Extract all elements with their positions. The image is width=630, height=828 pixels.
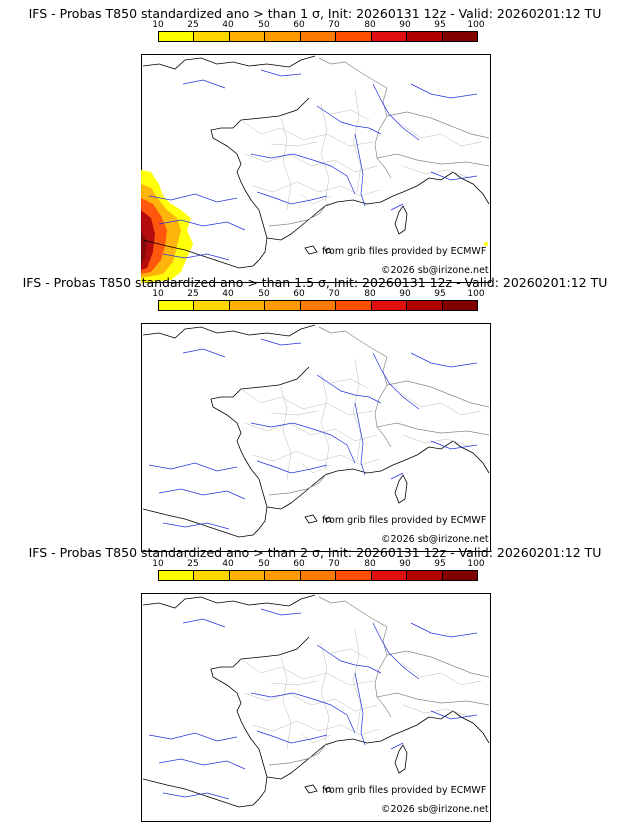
colorbar-segment xyxy=(194,571,230,580)
tick-label: 70 xyxy=(328,289,340,299)
colorbar-segment xyxy=(265,32,301,41)
tick-label: 90 xyxy=(399,289,411,299)
tick-label: 80 xyxy=(364,20,376,30)
source-credit: from grib files provided by ECMWF xyxy=(322,785,487,796)
colorbar-segment xyxy=(300,571,337,580)
tick-label: 60 xyxy=(293,20,305,30)
tick-label: 60 xyxy=(293,289,305,299)
colorbar-segment xyxy=(371,32,408,41)
tick-label: 10 xyxy=(152,289,164,299)
tick-label: 95 xyxy=(434,559,446,569)
colorbar-segment xyxy=(265,301,301,310)
tick-label: 95 xyxy=(434,20,446,30)
colorbar-segment xyxy=(159,32,195,41)
tick-label: 40 xyxy=(222,559,234,569)
colorbar-segment xyxy=(265,571,301,580)
colorbar-segment xyxy=(371,301,408,310)
colorbar-segment xyxy=(371,571,408,580)
tick-label: 90 xyxy=(399,20,411,30)
tick-label: 70 xyxy=(328,20,340,30)
tick-label: 50 xyxy=(258,289,270,299)
map-france xyxy=(141,593,491,822)
map-france xyxy=(141,54,491,283)
colorbar-segment xyxy=(336,571,372,580)
colorbar-segment xyxy=(336,301,372,310)
panel-title: IFS - Probas T850 standardized ano > tha… xyxy=(22,275,608,290)
tick-label: 60 xyxy=(293,559,305,569)
colorbar xyxy=(158,31,478,42)
colorbar-segment xyxy=(229,571,266,580)
colorbar-segment xyxy=(407,301,443,310)
colorbar-segment xyxy=(442,32,477,41)
tick-label: 90 xyxy=(399,559,411,569)
colorbar-labels: 10 25 40 50 60 70 80 90 95 100 xyxy=(140,289,500,301)
panel-1sigma: IFS - Probas T850 standardized ano > tha… xyxy=(0,6,630,283)
copyright-credit: ©2026 sb@irizone.net xyxy=(381,534,489,545)
colorbar-segment xyxy=(229,32,266,41)
colorbar xyxy=(158,570,478,581)
tick-label: 40 xyxy=(222,20,234,30)
colorbar-segment xyxy=(194,301,230,310)
tick-label: 40 xyxy=(222,289,234,299)
colorbar xyxy=(158,300,478,311)
colorbar-segment xyxy=(229,301,266,310)
colorbar-segment xyxy=(442,571,477,580)
tick-label: 80 xyxy=(364,559,376,569)
colorbar-segment xyxy=(407,32,443,41)
copyright-credit: ©2026 sb@irizone.net xyxy=(381,265,489,276)
tick-label: 50 xyxy=(258,20,270,30)
panel-2sigma: IFS - Probas T850 standardized ano > tha… xyxy=(0,545,630,822)
tick-label: 100 xyxy=(467,289,485,299)
tick-label: 25 xyxy=(187,20,199,30)
colorbar-segment xyxy=(159,301,195,310)
copyright-credit: ©2026 sb@irizone.net xyxy=(381,804,489,815)
tick-label: 50 xyxy=(258,559,270,569)
colorbar-labels: 10 25 40 50 60 70 80 90 95 100 xyxy=(140,20,500,32)
source-credit: from grib files provided by ECMWF xyxy=(322,515,487,526)
tick-label: 10 xyxy=(152,20,164,30)
map-france xyxy=(141,323,491,552)
source-credit: from grib files provided by ECMWF xyxy=(322,246,487,257)
tick-label: 100 xyxy=(467,559,485,569)
tick-label: 25 xyxy=(187,559,199,569)
colorbar-segment xyxy=(442,301,477,310)
colorbar-segment xyxy=(300,301,337,310)
tick-label: 70 xyxy=(328,559,340,569)
tick-label: 10 xyxy=(152,559,164,569)
tick-label: 100 xyxy=(467,20,485,30)
panel-title: IFS - Probas T850 standardized ano > tha… xyxy=(28,6,602,21)
tick-label: 80 xyxy=(364,289,376,299)
colorbar-segment xyxy=(194,32,230,41)
colorbar-segment xyxy=(407,571,443,580)
panel-title: IFS - Probas T850 standardized ano > tha… xyxy=(28,545,602,560)
colorbar-labels: 10 25 40 50 60 70 80 90 95 100 xyxy=(140,559,500,571)
tick-label: 95 xyxy=(434,289,446,299)
colorbar-segment xyxy=(300,32,337,41)
panel-1-5sigma: IFS - Probas T850 standardized ano > tha… xyxy=(0,275,630,552)
tick-label: 25 xyxy=(187,289,199,299)
colorbar-segment xyxy=(336,32,372,41)
colorbar-segment xyxy=(159,571,195,580)
